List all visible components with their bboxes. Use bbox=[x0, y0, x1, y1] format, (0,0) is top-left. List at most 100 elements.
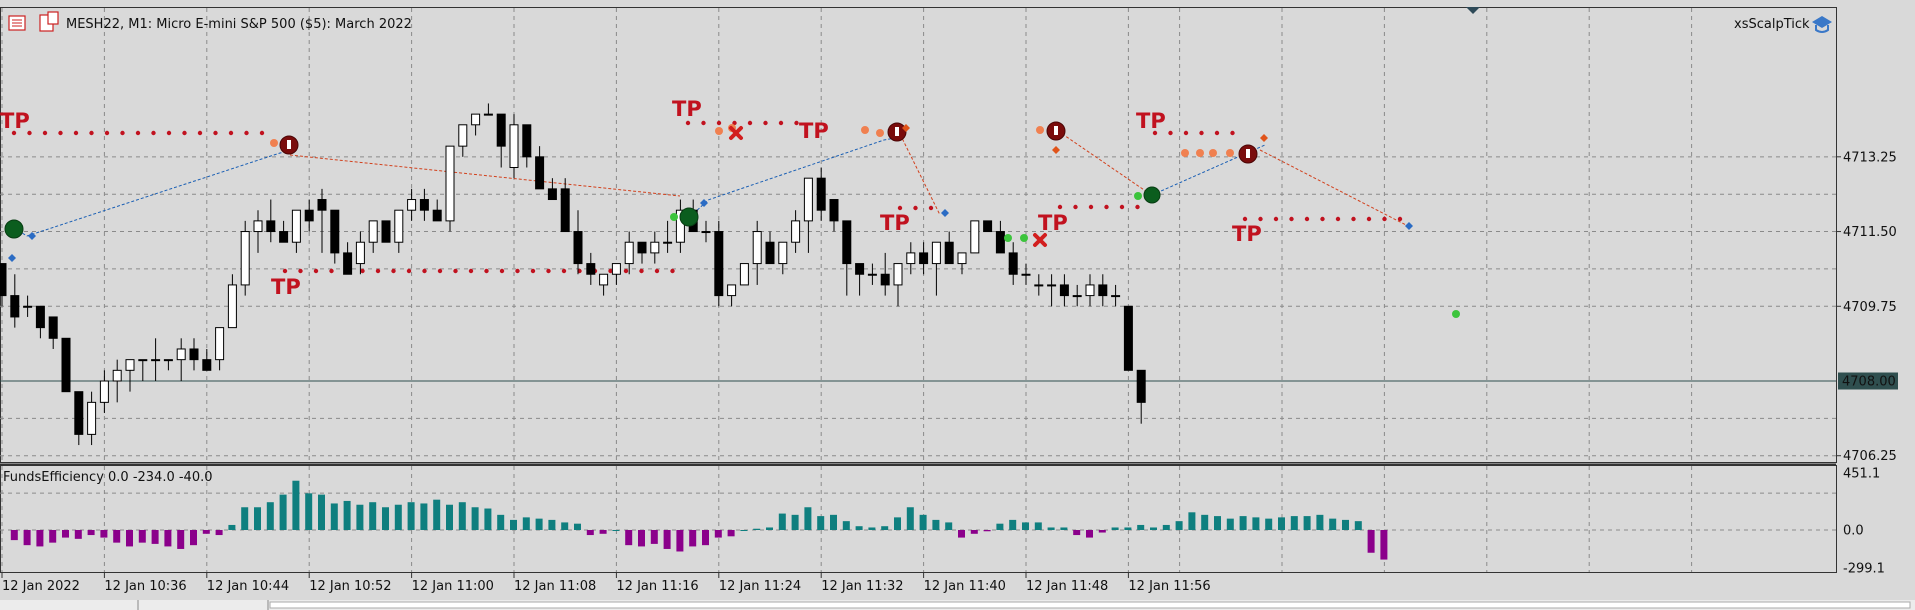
funds-efficiency-bar bbox=[113, 530, 121, 543]
tp-level-dot bbox=[27, 130, 32, 136]
candle bbox=[1111, 284, 1121, 307]
tp-level-dot bbox=[1289, 216, 1294, 222]
candle bbox=[727, 284, 737, 307]
candle bbox=[112, 359, 122, 403]
tp-level-dot bbox=[89, 130, 94, 136]
tp-level-dot bbox=[151, 130, 156, 136]
candle bbox=[675, 199, 685, 253]
candle-body bbox=[151, 359, 161, 362]
tp-level-dot bbox=[1366, 216, 1372, 222]
funds-efficiency-bar bbox=[510, 519, 517, 530]
candle-body bbox=[368, 220, 378, 243]
candle-body bbox=[176, 348, 186, 361]
time-tick-label: 12 Jan 11:24 bbox=[719, 579, 801, 594]
candle-body bbox=[791, 220, 801, 243]
buy-arrow-icon bbox=[1405, 222, 1413, 230]
candle-body bbox=[394, 209, 404, 243]
expert-name: xsScalpTick bbox=[1734, 17, 1810, 32]
funds-efficiency-bar bbox=[1342, 519, 1349, 530]
candle bbox=[560, 178, 570, 233]
candle bbox=[1059, 274, 1069, 307]
marker-glyph bbox=[1246, 149, 1250, 158]
menu-icon[interactable] bbox=[8, 15, 26, 31]
funds-efficiency-bar bbox=[548, 519, 556, 530]
funds-efficiency-bar bbox=[1098, 530, 1106, 533]
funds-efficiency-bar bbox=[1034, 522, 1042, 530]
funds-efficiency-bar bbox=[1290, 516, 1298, 530]
candle-body bbox=[970, 220, 980, 254]
tp-level-dot bbox=[329, 268, 334, 274]
buy-entry-marker bbox=[679, 207, 699, 227]
funds-efficiency-bar bbox=[676, 530, 684, 552]
tp-level-dot bbox=[1135, 204, 1140, 210]
funds-efficiency-bar bbox=[279, 494, 287, 530]
tp-level-dot bbox=[135, 130, 141, 136]
candle bbox=[650, 231, 660, 264]
candle-body bbox=[880, 273, 890, 286]
scroll-thumb[interactable] bbox=[269, 601, 1911, 609]
candle-body bbox=[202, 359, 212, 371]
marker-glyph bbox=[895, 127, 899, 136]
candle-body bbox=[867, 273, 877, 276]
candle bbox=[99, 370, 109, 414]
tp-level-dot bbox=[453, 268, 458, 274]
tp-level-dot bbox=[1304, 216, 1310, 222]
tp-level-dot bbox=[1382, 216, 1387, 222]
tp-level-dot bbox=[259, 130, 265, 136]
candle-body bbox=[714, 231, 724, 297]
funds-efficiency-bar bbox=[1175, 521, 1183, 530]
funds-efficiency-bar bbox=[1316, 514, 1324, 530]
candle bbox=[1136, 369, 1146, 424]
funds-efficiency-bar bbox=[1086, 530, 1093, 538]
funds-efficiency-bar bbox=[49, 530, 57, 543]
tp-level-dot bbox=[120, 130, 125, 136]
candle bbox=[10, 274, 20, 328]
candle bbox=[1008, 242, 1018, 285]
candle bbox=[509, 114, 519, 179]
candle-body bbox=[1072, 295, 1082, 298]
chart-title: MESH22, M1: Micro E-mini S&P 500 ($5): M… bbox=[66, 17, 412, 32]
candle bbox=[778, 241, 788, 275]
tp-level-dot bbox=[608, 268, 613, 274]
candle-body bbox=[61, 337, 71, 393]
tp-level-dot bbox=[1199, 130, 1204, 136]
funds-efficiency-bar bbox=[87, 530, 95, 536]
candle bbox=[970, 220, 980, 254]
sell-trade-line bbox=[289, 154, 681, 197]
current-price-value: 4708.00 bbox=[1842, 375, 1896, 390]
candle-body bbox=[215, 327, 225, 361]
funds-efficiency-bar bbox=[753, 528, 761, 530]
candle-body bbox=[893, 263, 903, 286]
chart-icon[interactable] bbox=[39, 11, 59, 32]
funds-efficiency-bar bbox=[23, 530, 31, 546]
funds-efficiency-bar bbox=[1060, 527, 1068, 530]
time-axis: 12 Jan 2022 12 Jan 10:36 12 Jan 10:44 12 Ja… bbox=[1, 572, 1211, 594]
funds-efficiency-bar bbox=[1278, 517, 1285, 530]
candle-body bbox=[509, 124, 519, 169]
funds-efficiency-bar bbox=[100, 530, 108, 538]
chart-header: MESH22, M1: Micro E-mini S&P 500 ($5): M… bbox=[8, 7, 1832, 33]
funds-efficiency-bar bbox=[446, 504, 453, 530]
funds-efficiency-bar bbox=[74, 530, 82, 539]
graduation-cap-icon[interactable] bbox=[1812, 16, 1832, 33]
tp-level-dot bbox=[182, 130, 187, 136]
candle bbox=[23, 295, 33, 317]
candle bbox=[855, 263, 865, 296]
candlestick-series bbox=[0, 103, 1146, 446]
funds-efficiency-bar bbox=[1239, 516, 1247, 530]
candle bbox=[586, 252, 596, 285]
chart-shift-marker[interactable] bbox=[1466, 7, 1480, 14]
candle bbox=[752, 220, 762, 285]
tp-level-dot bbox=[1397, 216, 1403, 222]
candle-body bbox=[855, 263, 865, 275]
funds-efficiency-bar bbox=[241, 507, 249, 530]
bottom-scrollbar[interactable] bbox=[0, 600, 1915, 610]
tp-level-dot bbox=[515, 268, 520, 274]
funds-efficiency-bar bbox=[433, 499, 441, 530]
funds-efficiency-bar bbox=[1226, 518, 1234, 530]
candle-body bbox=[343, 252, 353, 275]
tp-level-dot bbox=[42, 130, 48, 136]
funds-efficiency-bar bbox=[663, 530, 671, 549]
tp-level-dot bbox=[1320, 216, 1325, 222]
